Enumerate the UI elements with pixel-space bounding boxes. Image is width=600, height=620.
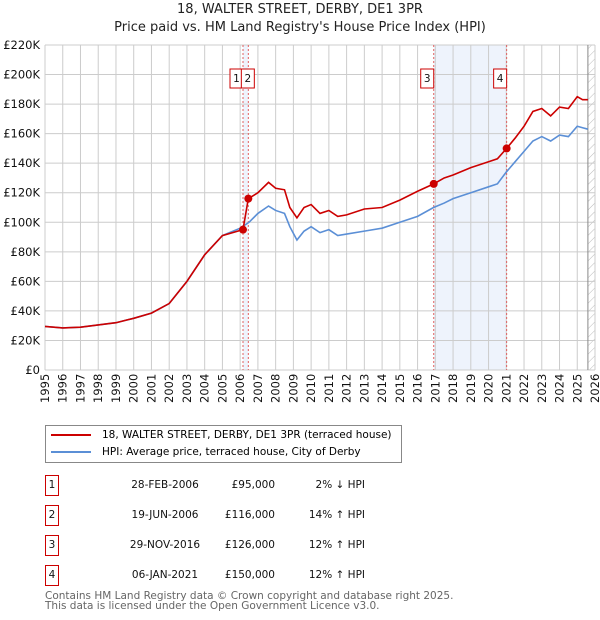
sale-hpi-diff: 2% ↓ HPI	[315, 479, 365, 491]
forecast-hatch	[587, 45, 595, 370]
legend-blue-line	[51, 451, 91, 453]
sale-price: £95,000	[231, 479, 275, 491]
legend: 18, WALTER STREET, DERBY, DE1 3PR (terra…	[45, 425, 402, 463]
x-tick-label: 2023	[535, 374, 549, 403]
x-tick-label: 2018	[446, 374, 460, 403]
x-tick-label: 2026	[588, 374, 600, 403]
x-tick-label: 2021	[499, 374, 513, 403]
x-tick-label: 2014	[375, 374, 389, 403]
sale-number-badge: 4	[45, 565, 59, 586]
x-tick-label: 2013	[357, 374, 371, 403]
x-tick-label: 2007	[251, 374, 265, 403]
sale-price: £126,000	[224, 539, 275, 551]
sale-date: 19-JUN-2006	[131, 509, 199, 521]
sale-label: 1	[233, 73, 240, 85]
sale-label: 4	[497, 73, 504, 85]
y-tick-label: £220K	[3, 38, 40, 52]
x-tick-label: 1999	[109, 374, 123, 403]
sale-date: 29-NOV-2016	[129, 539, 201, 551]
sale-price: £150,000	[224, 569, 275, 581]
x-tick-label: 2024	[553, 374, 567, 403]
y-tick-label: £60K	[11, 274, 41, 288]
shaded-period	[433, 45, 507, 370]
shaded-period	[243, 45, 249, 370]
sale-label-box	[493, 68, 508, 89]
x-tick-label: 2010	[304, 374, 318, 403]
x-tick-label: 1996	[56, 374, 70, 403]
x-tick-label: 2002	[162, 374, 176, 403]
chart-title: 18, WALTER STREET, DERBY, DE1 3PR	[177, 2, 423, 17]
y-tick-label: £0	[25, 363, 40, 377]
y-tick-label: £100K	[3, 215, 40, 229]
y-tick-label: £200K	[3, 68, 40, 82]
x-tick-label: 2011	[322, 374, 336, 403]
x-tick-label: 2005	[215, 374, 229, 403]
x-tick-label: 2016	[411, 374, 425, 403]
sale-number-badge: 2	[45, 505, 59, 526]
x-tick-label: 2012	[340, 374, 354, 403]
footer: Contains HM Land Registry data © Crown c…	[45, 590, 454, 612]
sale-number-badge: 1	[45, 475, 59, 496]
footer-line-1: Contains HM Land Registry data © Crown c…	[45, 590, 454, 602]
x-tick-label: 2019	[464, 374, 478, 403]
y-tick-label: £180K	[3, 97, 40, 111]
sale-label-box	[420, 68, 435, 89]
x-tick-label: 2000	[127, 374, 141, 403]
legend-property-label: 18, WALTER STREET, DERBY, DE1 3PR (terra…	[102, 429, 392, 441]
sale-hpi-diff: 14% ↑ HPI	[308, 509, 365, 521]
sale-hpi-diff: 12% ↑ HPI	[308, 569, 365, 581]
x-tick-label: 2009	[286, 374, 300, 403]
x-tick-label: 2006	[233, 374, 247, 403]
sale-number-badge: 3	[45, 535, 59, 556]
sale-hpi-diff: 12% ↑ HPI	[308, 539, 365, 551]
sale-point	[502, 144, 511, 153]
sale-point	[429, 179, 438, 188]
x-tick-label: 2008	[269, 374, 283, 403]
y-tick-label: £140K	[3, 156, 40, 170]
legend-hpi-label: HPI: Average price, terraced house, City…	[102, 446, 361, 458]
sale-date: 28-FEB-2006	[131, 479, 199, 491]
sale-point	[239, 225, 247, 234]
sale-label-box	[240, 68, 255, 89]
x-tick-label: 2025	[570, 374, 584, 403]
y-tick-label: £160K	[3, 127, 40, 141]
sale-point	[244, 194, 253, 203]
sale-label: 2	[244, 73, 251, 85]
x-tick-label: 2020	[482, 374, 496, 403]
x-tick-label: 2003	[180, 374, 194, 403]
x-tick-label: 2017	[428, 374, 442, 403]
chart-subtitle: Price paid vs. HM Land Registry's House …	[114, 20, 486, 35]
y-tick-label: £40K	[11, 304, 41, 318]
x-tick-label: 2015	[393, 374, 407, 403]
x-tick-label: 1995	[38, 374, 52, 403]
sale-price: £116,000	[224, 509, 275, 521]
x-tick-label: 2001	[144, 374, 158, 403]
y-tick-label: £20K	[11, 333, 41, 347]
x-tick-label: 2004	[198, 374, 212, 403]
sale-date: 06-JAN-2021	[131, 569, 199, 581]
price-chart: 1995 1996 1997 1998 1999 2000 2001 2002 2003 2004…	[3, 38, 600, 403]
y-tick-label: £120K	[3, 186, 40, 200]
x-tick-label: 2022	[517, 374, 531, 403]
x-tick-label: 1998	[91, 374, 105, 403]
footer-line-2: This data is licensed under the Open Gov…	[45, 600, 380, 612]
sale-label: 3	[424, 73, 431, 85]
x-tick-label: 1997	[73, 374, 87, 403]
y-tick-label: £80K	[11, 245, 41, 259]
property-series-line	[44, 95, 588, 329]
legend-red-line	[51, 434, 91, 436]
